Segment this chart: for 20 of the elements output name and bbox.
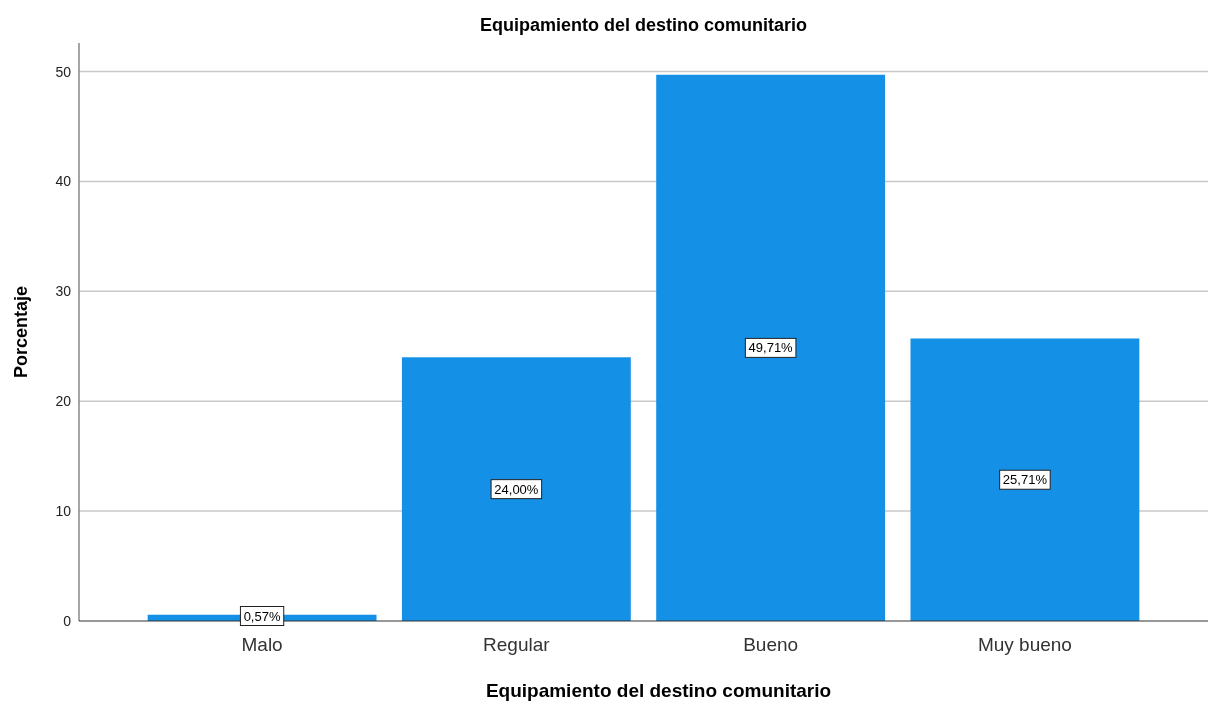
bar (910, 338, 1140, 621)
x-tick-label: Regular (483, 634, 551, 655)
bar (401, 357, 631, 621)
x-axis-title: Equipamiento del destino comunitario (485, 680, 832, 701)
y-tick-label: 20 (55, 393, 72, 410)
y-tick-label: 40 (55, 173, 72, 190)
data-label: 24,00% (494, 481, 539, 497)
y-tick-label: 10 (55, 503, 72, 520)
data-label: 49,71% (748, 340, 794, 356)
x-tick-label: Muy bueno (977, 634, 1072, 655)
y-tick-label: 30 (55, 283, 72, 300)
bar (656, 74, 886, 621)
data-label: 25,71% (1002, 472, 1048, 488)
chart-title: Equipamiento del destino comunitario (479, 15, 808, 35)
y-tick-label: 0 (63, 613, 72, 629)
y-tick-label: 50 (55, 63, 72, 80)
x-tick-label: Bueno (743, 634, 799, 655)
x-tick-label: Malo (241, 634, 283, 655)
y-axis-title: Porcentaje (11, 285, 31, 379)
data-label: 0,57% (243, 608, 281, 624)
